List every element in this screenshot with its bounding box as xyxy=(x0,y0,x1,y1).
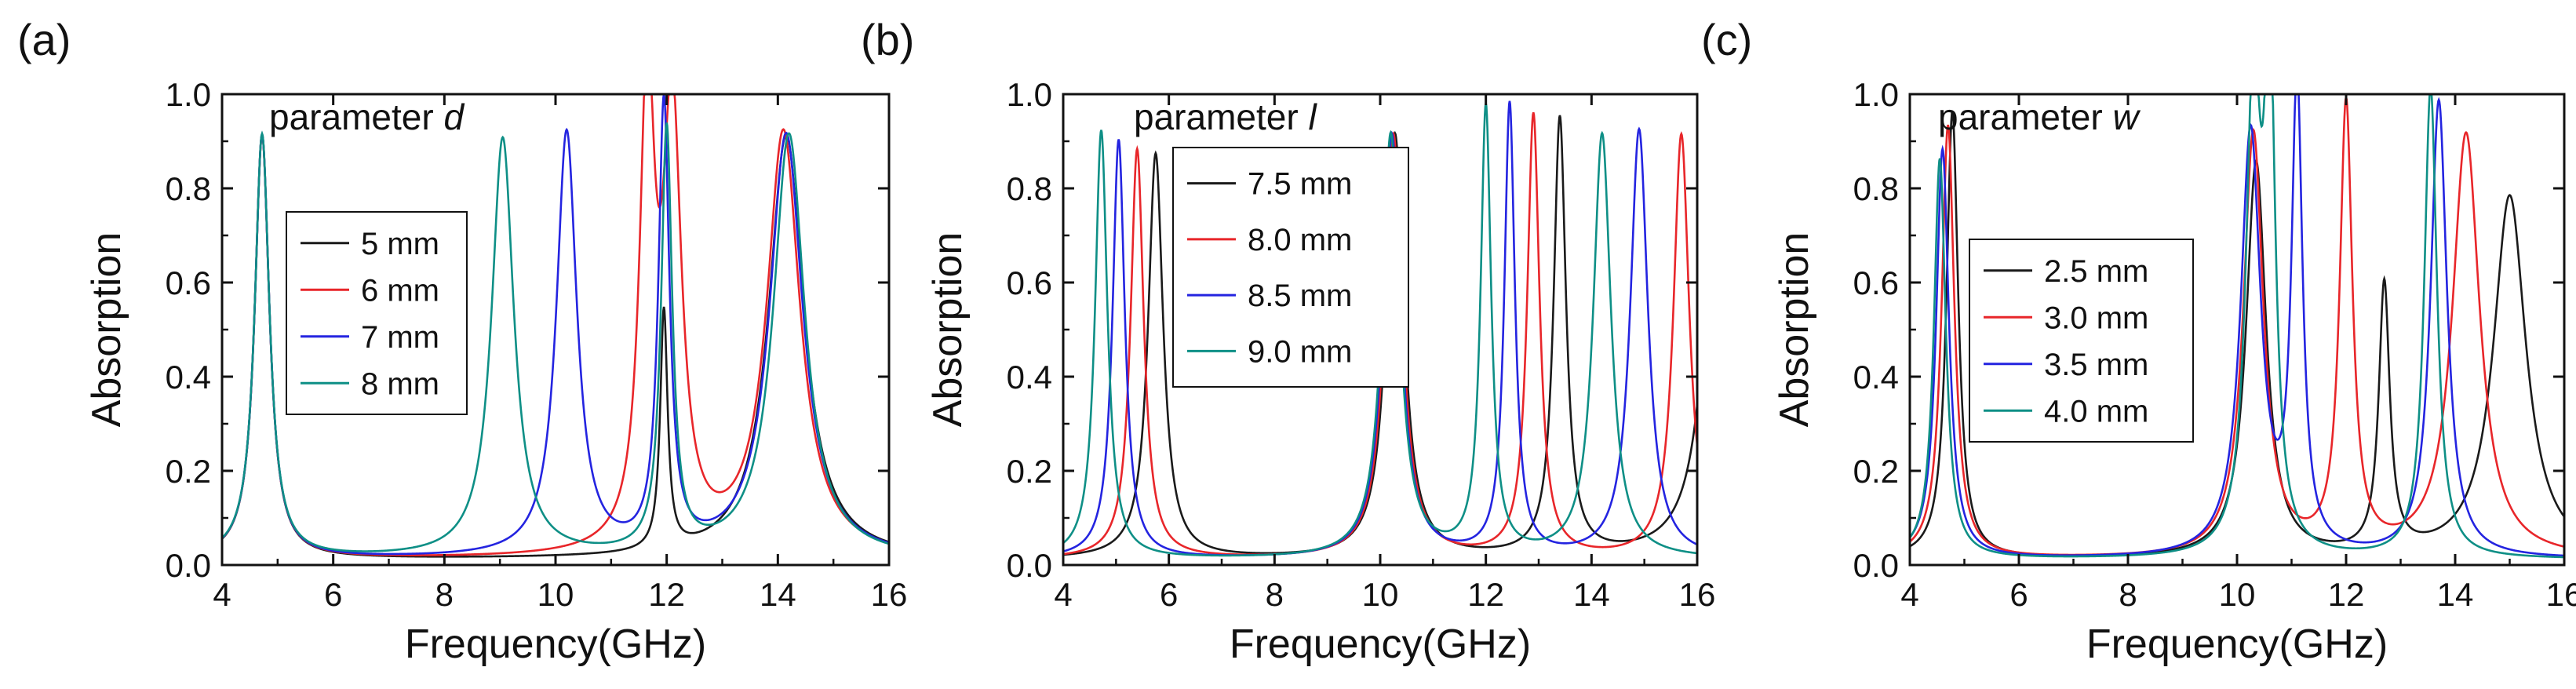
y-tick-label: 1.0 xyxy=(1853,76,1899,113)
x-tick-label: 4 xyxy=(1900,576,1918,613)
chart-panel-3: (c) 4 6 8 10 12 14 16 0.0 0.2 0.4 0.6 0.8 1.0 Frequenc… xyxy=(1701,15,2576,667)
x-tick-label: 12 xyxy=(2328,576,2365,613)
x-tick-label: 10 xyxy=(2219,576,2256,613)
legend-label: 8.0 mm xyxy=(1248,223,1352,257)
legend-box xyxy=(286,211,468,415)
x-tick-label: 14 xyxy=(760,576,796,613)
x-tick-label: 6 xyxy=(1160,576,1178,613)
y-tick-label: 0.8 xyxy=(166,170,211,207)
panel-label: (a) xyxy=(17,15,71,64)
y-tick-label: 0.8 xyxy=(1007,170,1052,207)
x-tick-label: 12 xyxy=(1467,576,1504,613)
y-axis-title: Absorption xyxy=(925,232,971,428)
parameter-annotation: parameter d xyxy=(269,97,465,137)
legend-label: 2.5 mm xyxy=(2044,254,2148,289)
x-axis-title: Frequency(GHz) xyxy=(2086,622,2388,667)
legend-label: 3.0 mm xyxy=(2044,301,2148,335)
series-line-3.5-mm xyxy=(1910,94,2564,557)
y-tick-label: 0.2 xyxy=(1007,453,1052,490)
chart-panel-2: (b) 4 6 8 10 12 14 16 0.0 0.2 0.4 0.6 0.8 1.0 Frequenc… xyxy=(861,15,1715,667)
legend-label: 9.0 mm xyxy=(1248,334,1352,369)
parameter-symbol: l xyxy=(1308,97,1317,137)
series-line-7-mm xyxy=(222,94,889,556)
legend-label: 8.5 mm xyxy=(1248,279,1352,313)
parameter-annotation: parameter l xyxy=(1134,97,1317,137)
legend-label: 5 mm xyxy=(361,227,439,261)
series-line-8-mm xyxy=(222,122,889,552)
y-tick-label: 0.0 xyxy=(1853,547,1899,584)
x-tick-label: 8 xyxy=(2119,576,2137,613)
x-tick-label: 12 xyxy=(648,576,685,613)
x-tick-label: 16 xyxy=(2546,576,2576,613)
x-tick-label: 8 xyxy=(435,576,454,613)
legend-label: 7.5 mm xyxy=(1248,167,1352,202)
parameter-prefix: parameter xyxy=(1938,97,2112,137)
x-tick-label: 14 xyxy=(2437,576,2474,613)
x-axis-title: Frequency(GHz) xyxy=(405,622,706,667)
y-tick-label: 0.8 xyxy=(1853,170,1899,207)
y-axis-title: Absorption xyxy=(84,232,129,428)
legend-box xyxy=(1969,239,2194,443)
parameter-symbol: w xyxy=(2112,97,2141,137)
x-tick-label: 16 xyxy=(871,576,908,613)
y-tick-label: 1.0 xyxy=(1007,76,1052,113)
series-line-3.0-mm xyxy=(1910,97,2564,556)
x-tick-label: 10 xyxy=(537,576,574,613)
y-tick-label: 0.2 xyxy=(166,453,211,490)
parameter-prefix: parameter xyxy=(269,97,443,137)
y-tick-label: 0.6 xyxy=(166,264,211,301)
parameter-prefix: parameter xyxy=(1134,97,1308,137)
parameter-annotation: parameter w xyxy=(1938,97,2141,137)
y-axis-title: Absorption xyxy=(1772,232,1817,428)
x-tick-label: 4 xyxy=(213,576,231,613)
parameter-symbol: d xyxy=(443,97,465,137)
legend-label: 7 mm xyxy=(361,320,439,355)
legend: 7.5 mm 8.0 mm 8.5 mm 9.0 mm xyxy=(1172,147,1409,388)
legend-box xyxy=(1172,147,1409,388)
legend-label: 6 mm xyxy=(361,273,439,308)
x-tick-label: 8 xyxy=(1266,576,1284,613)
x-tick-label: 6 xyxy=(2009,576,2028,613)
y-tick-label: 0.0 xyxy=(166,547,211,584)
x-axis-title: Frequency(GHz) xyxy=(1230,622,1531,667)
y-tick-label: 0.4 xyxy=(1007,359,1052,396)
legend: 2.5 mm 3.0 mm 3.5 mm 4.0 mm xyxy=(1969,239,2194,443)
y-tick-label: 0.6 xyxy=(1853,264,1899,301)
legend-label: 3.5 mm xyxy=(2044,348,2148,382)
y-tick-label: 1.0 xyxy=(166,76,211,113)
x-tick-label: 14 xyxy=(1573,576,1610,613)
series-line-8.0-mm xyxy=(1063,112,1697,556)
legend-label: 4.0 mm xyxy=(2044,394,2148,428)
panel-label: (c) xyxy=(1701,15,1752,64)
chart-panel-1: (a) 4 6 8 10 12 14 16 0.0 0.2 0.4 0.6 0.8 1.0 Frequenc… xyxy=(17,15,907,667)
x-tick-label: 6 xyxy=(324,576,342,613)
x-tick-label: 10 xyxy=(1362,576,1399,613)
y-tick-label: 0.2 xyxy=(1853,453,1899,490)
legend: 5 mm 6 mm 7 mm 8 mm xyxy=(286,211,468,415)
x-tick-label: 16 xyxy=(1679,576,1716,613)
panel-label: (b) xyxy=(861,15,914,64)
y-tick-label: 0.6 xyxy=(1007,264,1052,301)
y-tick-label: 0.0 xyxy=(1007,547,1052,584)
y-tick-label: 0.4 xyxy=(1853,359,1899,396)
series-line-7.5-mm xyxy=(1063,115,1697,556)
legend-label: 8 mm xyxy=(361,366,439,401)
y-tick-label: 0.4 xyxy=(166,359,211,396)
x-tick-label: 4 xyxy=(1054,576,1072,613)
